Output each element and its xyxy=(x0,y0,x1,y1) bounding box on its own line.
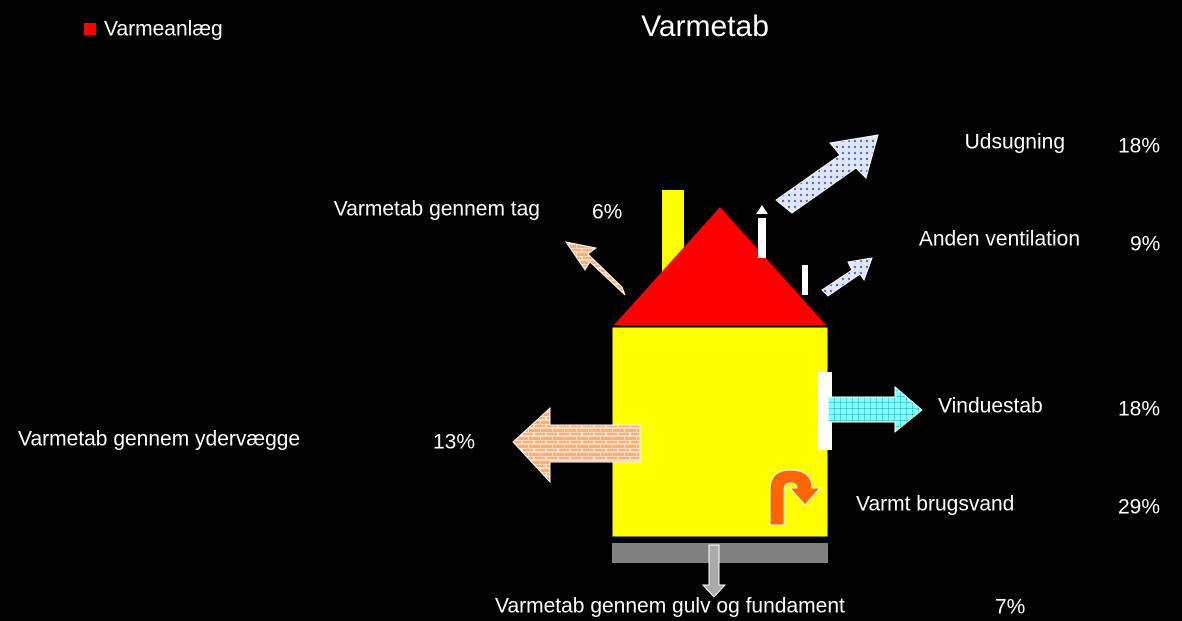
vent-pipe xyxy=(802,265,808,295)
item-share: 29% xyxy=(1118,496,1160,519)
item-share: 7% xyxy=(995,596,1025,619)
item-share: 18% xyxy=(1118,135,1160,158)
legend-swatch xyxy=(84,23,96,35)
roof xyxy=(614,207,826,325)
vent-pipe xyxy=(758,218,766,258)
arrow-small xyxy=(756,205,768,214)
item-label: Vinduestab xyxy=(938,395,1043,418)
page: Varmeanlæg Varmetab Udsugning 18% Varmet… xyxy=(0,0,1182,621)
item-label: Varmetab gennem tag xyxy=(334,198,540,221)
item-label: Varmt brugsvand xyxy=(856,493,1014,516)
item-share: 13% xyxy=(433,431,475,454)
item-share: 6% xyxy=(592,201,622,224)
item-share: 9% xyxy=(1130,233,1160,256)
arrow-window xyxy=(828,387,922,432)
legend-label: Varmeanlæg xyxy=(104,18,223,41)
wall xyxy=(612,327,828,537)
diagram: Varmeanlæg Varmetab Udsugning 18% Varmet… xyxy=(0,0,1182,621)
item-label: Varmetab gennem gulv og fundament xyxy=(495,595,845,618)
arrow-roof xyxy=(566,242,625,295)
item-label: Udsugning xyxy=(965,131,1065,154)
item-share: 18% xyxy=(1118,398,1160,421)
foundation xyxy=(612,543,828,563)
arrow-ventilation xyxy=(822,258,872,296)
item-label: Anden ventilation xyxy=(919,228,1080,251)
arrow-exhaust xyxy=(776,135,878,213)
title: Varmetab xyxy=(641,10,769,43)
item-label: Varmetab gennem ydervægge xyxy=(18,428,300,451)
